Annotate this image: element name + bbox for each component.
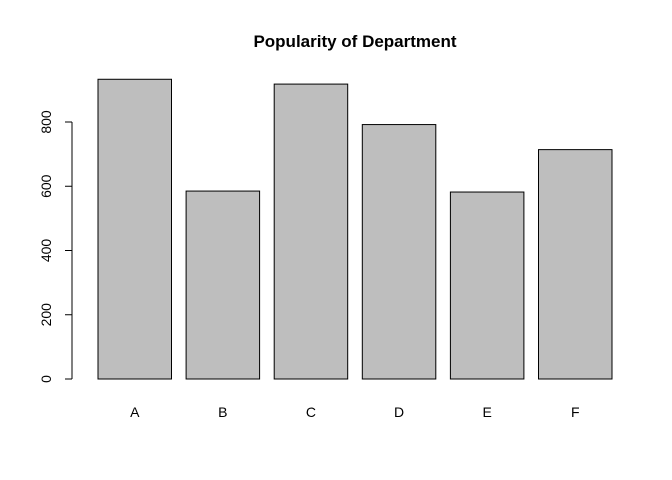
x-tick-label: A [130, 404, 140, 420]
y-axis: 0 200 400 600 800 [38, 110, 73, 383]
y-tick-label: 400 [38, 239, 54, 263]
bar-e [449, 191, 525, 380]
x-tick-label: D [394, 404, 404, 420]
bar-d [361, 124, 437, 380]
chart-title: Popularity of Department [253, 32, 456, 51]
x-tick-label: B [218, 404, 227, 420]
bars [97, 78, 613, 380]
bar-a [97, 78, 172, 380]
bar-c [273, 83, 349, 380]
x-axis-labels: A B C D E F [130, 404, 579, 420]
y-tick-label: 600 [38, 174, 54, 198]
x-tick-label: F [571, 404, 580, 420]
bar-b [185, 190, 261, 380]
bar-f [538, 149, 613, 380]
y-tick-label: 800 [38, 110, 54, 134]
y-tick-label: 0 [38, 375, 54, 383]
x-tick-label: E [482, 404, 491, 420]
y-tick-label: 200 [38, 303, 54, 327]
x-tick-label: C [306, 404, 316, 420]
